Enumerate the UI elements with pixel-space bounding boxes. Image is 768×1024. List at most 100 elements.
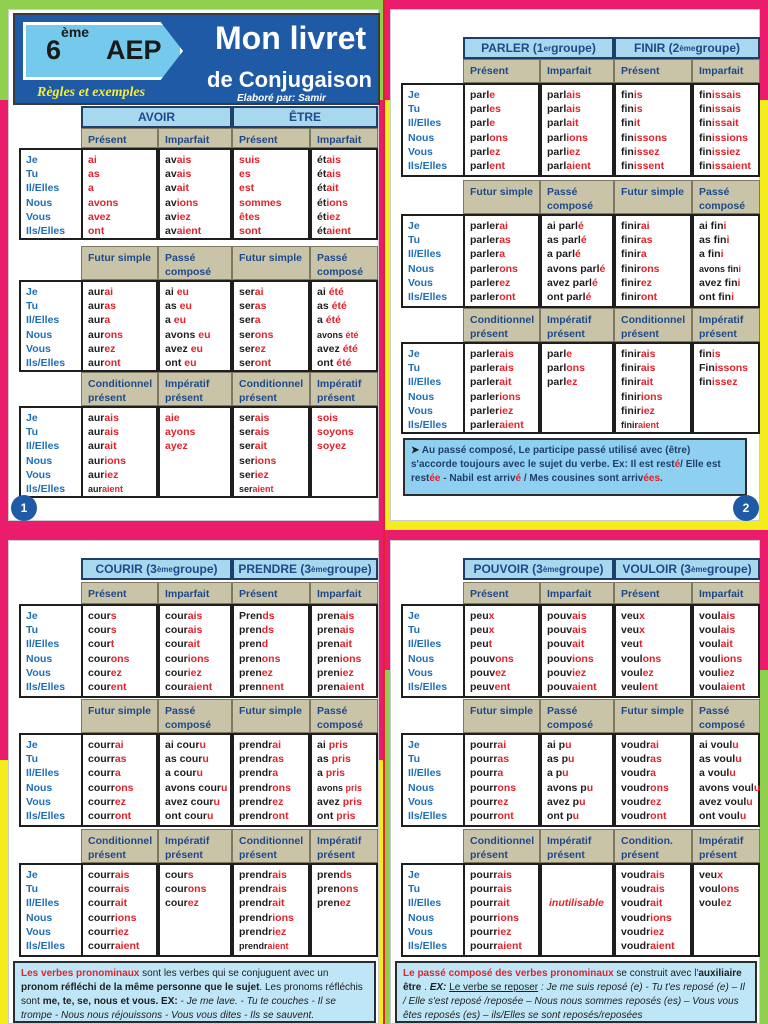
verb-ending: ont	[104, 356, 121, 369]
conjugated-form: prendrions	[239, 911, 308, 925]
verb-ending: ais	[104, 426, 119, 439]
conjugated-form: auras	[88, 299, 156, 313]
note-text: être	[668, 445, 687, 456]
conjugated-form: parlez	[470, 145, 538, 159]
verb-stem: prendr	[239, 911, 273, 924]
verb-stem: fin	[699, 103, 712, 116]
tense-label: Imparfait	[158, 128, 232, 148]
pronoun: Vous	[26, 925, 51, 938]
verb-ending: aie	[165, 412, 180, 424]
conjugated-form: prenez	[239, 666, 308, 680]
pronoun: Tu	[408, 103, 421, 116]
verb-ending: s	[110, 610, 117, 622]
verb-ending: t	[110, 638, 115, 651]
verb-stem: parl	[547, 376, 567, 389]
pronoun: Vous	[408, 925, 433, 938]
verb-stem: avez parl	[547, 276, 592, 289]
conjugated-form: parlons	[547, 361, 612, 375]
verb-ending: été	[342, 342, 358, 355]
verb-ending: issions	[711, 131, 749, 144]
conjugated-form: cours	[88, 623, 156, 637]
verb-stem: ser	[239, 483, 253, 494]
tense-label: Présent	[614, 59, 692, 83]
pronoun: Il/Elles	[26, 182, 60, 195]
conjugated-form: courrai	[88, 738, 156, 752]
pronoun: Vous	[408, 795, 433, 808]
conjugated-form: pourrait	[470, 896, 538, 910]
verb-ending: iez	[339, 666, 354, 679]
verb-stem: ont cour	[165, 809, 207, 822]
conjugated-form: avez voulu	[699, 795, 758, 809]
verb-ending: aient	[497, 939, 522, 952]
conjugated-form: voudrez	[621, 795, 690, 809]
conjugated-form: avons eu	[165, 328, 230, 342]
conjugated-form: prenez	[317, 896, 376, 910]
conjugated-form: finissent	[621, 159, 690, 173]
tense-label: Conditionnel présent	[614, 308, 692, 342]
conjugated-form: aurais	[88, 411, 156, 425]
verb-stem: ai	[317, 286, 329, 298]
verb-stem: aur	[88, 328, 105, 341]
unusable-note: inutilisable	[547, 896, 612, 910]
pronoun: Ils/Elles	[26, 939, 66, 952]
conjugated-form: ont pu	[547, 809, 612, 823]
pronoun: Il/Elles	[408, 897, 442, 910]
verb-stem: voudr	[621, 767, 651, 780]
conjugated-form: parliez	[547, 145, 612, 159]
conjugated-form: voulez	[621, 666, 690, 680]
conjugation-cell: veux voulons voulez	[692, 863, 760, 957]
conjugated-form: ont pris	[317, 809, 376, 823]
verb-ending: ons	[104, 328, 124, 341]
verb-stem: avez cour	[165, 795, 214, 808]
pronoun: Nous	[408, 131, 435, 144]
pronoun-column: Je Tu Il/Elles Nous Vous Ils/Elles	[19, 863, 81, 957]
conjugated-form: voudras	[621, 752, 690, 766]
verb-ending: ais	[254, 412, 270, 424]
conjugated-form: veux	[699, 868, 758, 882]
tense-label: Présent	[81, 128, 158, 148]
verb-ending: nent	[261, 680, 284, 693]
conjugated-form: parlerais	[470, 361, 538, 375]
verb-ending: aient	[326, 224, 351, 237]
verb-stem: cour	[165, 610, 188, 622]
conjugated-form: couraient	[165, 680, 230, 694]
conjugated-form: finissions	[699, 131, 758, 145]
verb-stem: prendr	[239, 781, 273, 794]
verb-stem: aur	[88, 454, 105, 467]
pronoun: Nous	[26, 328, 53, 341]
verb-stem: pourr	[470, 925, 498, 938]
pronoun: Vous	[26, 210, 51, 223]
note-ending: é	[515, 473, 522, 484]
tense-label: Futur simple	[614, 180, 692, 214]
verb-ending: ait	[254, 440, 268, 453]
verb-stem: parl	[547, 103, 567, 116]
verb-ending: e	[489, 89, 496, 101]
verb-stem: parl	[470, 145, 490, 158]
conjugated-form: finissais	[699, 102, 758, 116]
pronoun: Il/Elles	[408, 117, 442, 130]
conjugated-form: prendraient	[239, 939, 308, 953]
conjugated-form: prendrez	[239, 795, 308, 809]
conjugated-form: courrait	[88, 896, 156, 910]
verb-ending: été	[325, 314, 341, 327]
arrow-icon: ➤	[411, 445, 422, 456]
verb-stem: cour	[88, 666, 111, 679]
conjugated-form: as	[88, 167, 156, 181]
verb-stem: pren	[317, 666, 340, 679]
conjugated-form: courions	[165, 652, 230, 666]
verb-ending: ais	[176, 168, 192, 181]
conjugated-form: aurions	[88, 454, 156, 468]
conjugated-form: courais	[165, 623, 230, 637]
conjugated-form: ont couru	[165, 809, 230, 823]
conjugated-form: ont fini	[699, 290, 758, 304]
conjugated-form: a pris	[317, 766, 376, 780]
verb-stem: voudr	[621, 809, 651, 822]
tense-label: Passé composé	[310, 699, 378, 733]
conjugated-form: ai voulu	[699, 738, 758, 752]
tense-label: Impératif présent	[540, 308, 614, 342]
verb-ending: ons	[110, 652, 130, 665]
verb-stem: parler	[470, 234, 500, 247]
verb-stem: pouv	[547, 680, 573, 693]
verb-ending: u	[746, 795, 753, 808]
conjugated-form: prend	[239, 637, 308, 651]
